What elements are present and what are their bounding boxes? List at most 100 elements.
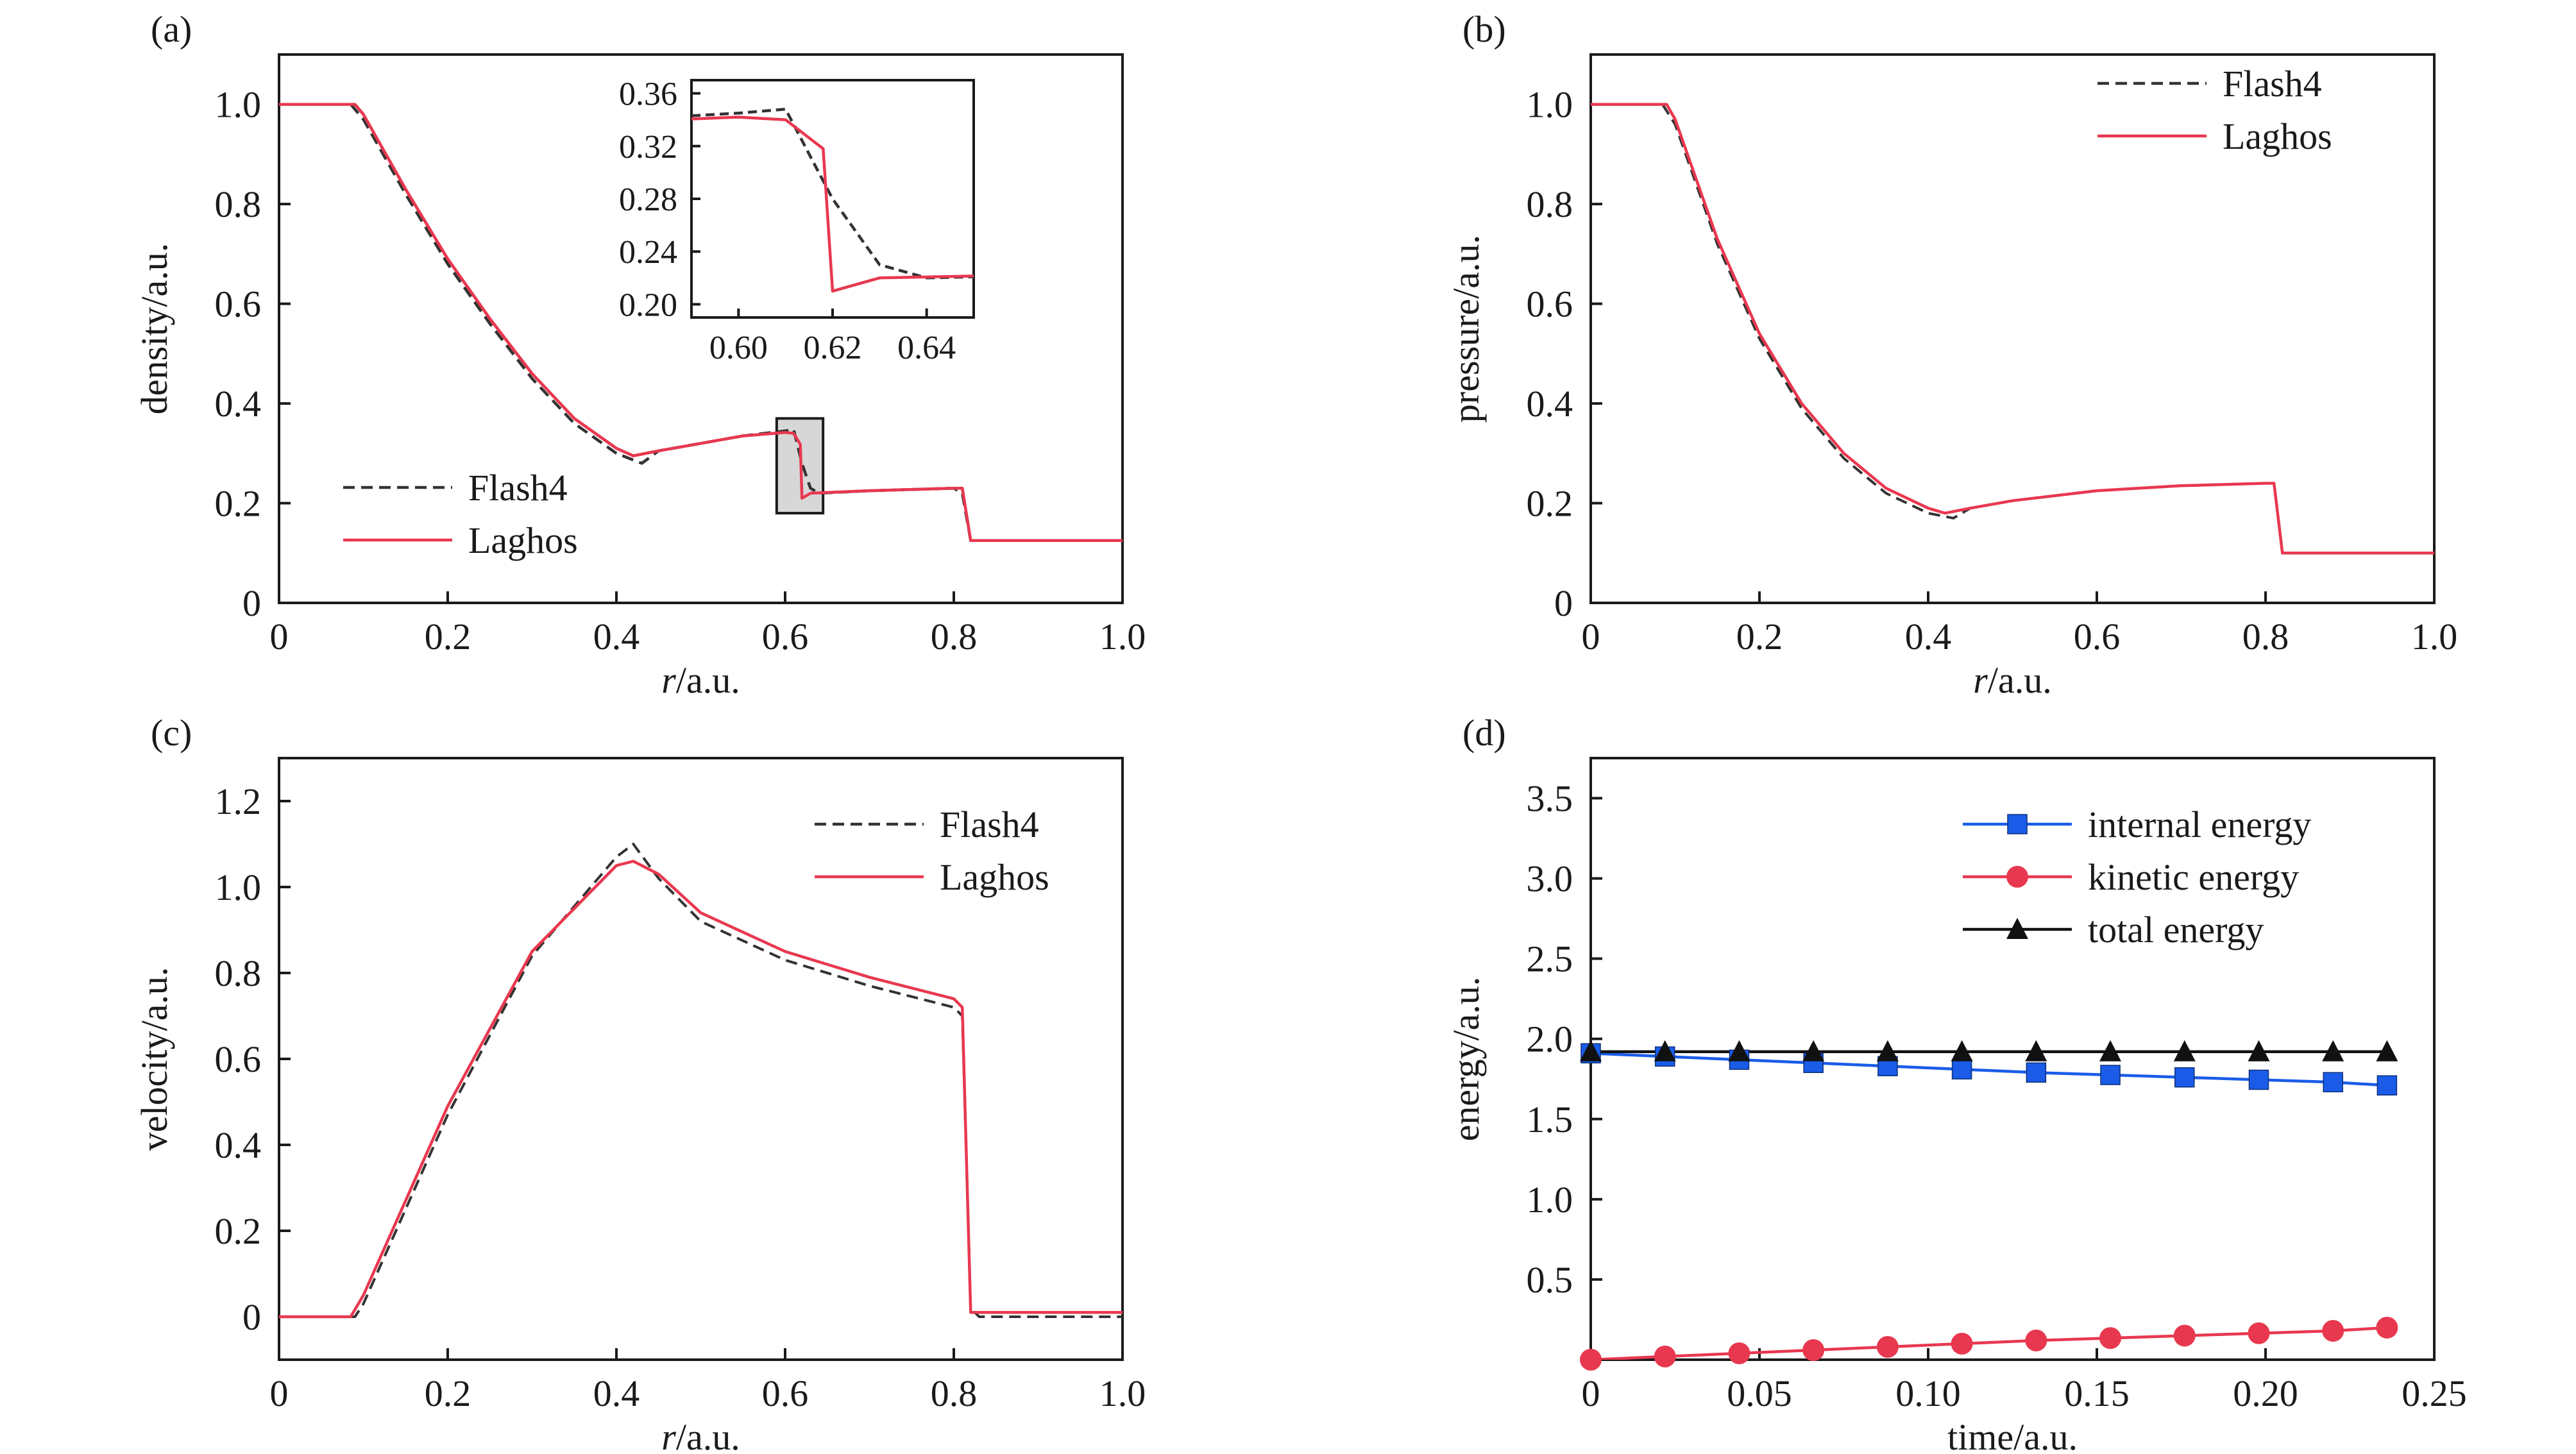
plot-area xyxy=(1591,1050,2387,1360)
data-point-internal-energy xyxy=(2174,1067,2195,1088)
legend-label: Laghos xyxy=(940,856,1049,898)
y-axis-label: pressure/a.u. xyxy=(1445,235,1487,423)
x-axis-label-var: r xyxy=(1973,659,1988,701)
legend-label: internal energy xyxy=(2088,804,2311,845)
data-point-kinetic-energy xyxy=(1580,1349,1602,1371)
plot-frame xyxy=(278,53,1124,604)
y-tick-label: 1.0 xyxy=(215,84,262,126)
y-tick-label: 0.2 xyxy=(1527,483,1573,525)
legend-label: total energy xyxy=(2088,909,2264,951)
y-tick-label: 0.8 xyxy=(215,952,262,994)
series-line-internal-energy xyxy=(1591,1051,2387,1087)
inset-series-line-laghos xyxy=(691,115,974,293)
data-point-total-energy xyxy=(2099,1040,2122,1061)
x-tick-label: 0.15 xyxy=(2064,1373,2130,1414)
x-axis-label: r/a.u. xyxy=(1973,659,2051,701)
x-tick-label: 1.0 xyxy=(1099,1373,1146,1414)
panel-label: (c) xyxy=(151,712,192,754)
y-axis-label: velocity/a.u. xyxy=(133,967,175,1151)
plot-area xyxy=(1591,103,2434,555)
data-point-kinetic-energy xyxy=(2248,1322,2270,1344)
x-tick-label: 0 xyxy=(1582,616,1600,657)
y-axis-label: density/a.u. xyxy=(133,243,175,414)
data-point-kinetic-energy xyxy=(2099,1327,2122,1349)
data-point-total-energy xyxy=(1728,1040,1750,1061)
x-tick-label: 0.8 xyxy=(931,1373,978,1414)
data-point-total-energy xyxy=(2322,1040,2344,1061)
series-line-laghos xyxy=(279,859,1123,1319)
legend-label: Laghos xyxy=(2223,115,2332,157)
inset-plot xyxy=(691,107,974,293)
inset: 0.60 0.62 0.64 0.20 0.24 0.28 0.32 0.36 xyxy=(619,76,975,366)
legend: Flash4 Laghos xyxy=(343,467,578,561)
x-tick-label: 0.2 xyxy=(425,616,471,657)
y-tick-label: 0.6 xyxy=(1527,283,1573,325)
x-tick-label: 0.4 xyxy=(593,1373,640,1414)
y-tick-label: 0 xyxy=(242,582,261,624)
legend: Flash4 Laghos xyxy=(2097,63,2332,157)
data-point-internal-energy xyxy=(2026,1062,2047,1083)
data-point-internal-energy xyxy=(1951,1059,1972,1080)
data-point-kinetic-energy xyxy=(2173,1324,2196,1347)
data-point-kinetic-energy xyxy=(1951,1332,1973,1355)
legend-marker xyxy=(2006,918,2028,939)
y-tick-label: 0.8 xyxy=(215,183,262,225)
x-tick-label: 0.10 xyxy=(1895,1373,1961,1414)
inset-y-tick-label: 0.28 xyxy=(619,182,677,218)
x-axis-label: time/a.u. xyxy=(1947,1416,2078,1454)
zoom-overlay xyxy=(279,103,1123,543)
panel-d: (d) 0 0.05 0.10 0.15 0.20 0.25 0.5 1.0 1.5 2.0 2.5 3… xyxy=(1445,712,2467,1454)
data-point-total-energy xyxy=(2376,1040,2398,1061)
inset-y-tick-label: 0.24 xyxy=(619,234,677,271)
inset-x-tick-label: 0.62 xyxy=(804,330,862,366)
x-tick-label: 0.8 xyxy=(931,616,978,657)
data-point-kinetic-energy xyxy=(2322,1319,2344,1342)
x-tick-label: 0.8 xyxy=(2242,616,2289,657)
x-tick-label: 0.25 xyxy=(2402,1373,2467,1414)
legend-label: Flash4 xyxy=(2223,63,2322,105)
plot-frame xyxy=(278,757,1124,1361)
x-tick-label: 0 xyxy=(270,1373,289,1414)
panel-a: (a) 0 0.2 0.4 0.6 0.8 1.0 0 0.2 0.4 0.6 0.8 1.0 r/a.u… xyxy=(133,8,1146,701)
x-tick-label: 0.20 xyxy=(2233,1373,2298,1414)
legend: internal energy kinetic energy total energ… xyxy=(1963,804,2311,951)
data-point-total-energy xyxy=(2248,1040,2270,1061)
series-line-kinetic-energy xyxy=(1591,1326,2387,1360)
x-tick-label: 0.6 xyxy=(762,616,809,657)
x-tick-label: 0.2 xyxy=(425,1373,471,1414)
panel-label: (b) xyxy=(1462,8,1506,50)
data-point-total-energy xyxy=(1951,1040,1973,1061)
x-tick-label: 0.6 xyxy=(2074,616,2121,657)
y-tick-label: 0.6 xyxy=(215,283,262,325)
y-tick-label: 1.2 xyxy=(215,781,262,822)
data-point-internal-energy xyxy=(2377,1075,2398,1096)
x-tick-label: 0 xyxy=(1582,1373,1600,1414)
data-point-internal-energy xyxy=(2248,1069,2269,1090)
panel-label: (a) xyxy=(151,8,192,50)
x-tick-label: 0.4 xyxy=(593,616,640,657)
inset-y-tick-label: 0.20 xyxy=(619,287,677,323)
inset-x-tick-label: 0.60 xyxy=(709,330,768,366)
y-tick-label: 1.5 xyxy=(1527,1099,1573,1140)
plot-frame xyxy=(1589,53,2436,604)
data-point-kinetic-energy xyxy=(1802,1339,1825,1361)
panel-c: (c) 0 0.2 0.4 0.6 0.8 1.0 0 0.2 0.4 0.6 0.8 1.0 1.2 r/… xyxy=(133,712,1146,1454)
data-point-total-energy xyxy=(1876,1040,1899,1061)
x-axis-label-unit: /a.u. xyxy=(676,1416,740,1454)
data-point-total-energy xyxy=(1580,1040,1602,1061)
series-line-laghos xyxy=(1591,103,2434,555)
y-tick-label: 1.0 xyxy=(1527,1179,1573,1221)
y-tick-label: 0 xyxy=(242,1296,261,1338)
legend: Flash4 Laghos xyxy=(815,804,1049,898)
y-tick-label: 0.2 xyxy=(215,483,262,525)
legend-label: Laghos xyxy=(468,520,578,561)
legend-label: Flash4 xyxy=(468,467,568,509)
data-point-total-energy xyxy=(1802,1040,1825,1061)
y-tick-label: 0.5 xyxy=(1527,1259,1573,1301)
legend-marker xyxy=(2007,814,2028,834)
panel-b: (b) 0 0.2 0.4 0.6 0.8 1.0 0 0.2 0.4 0.6 0.8 1.0 r/a.u… xyxy=(1445,8,2457,701)
x-tick-label: 0.2 xyxy=(1736,616,1783,657)
data-point-total-energy xyxy=(2173,1040,2196,1061)
legend-label: kinetic energy xyxy=(2088,856,2299,898)
